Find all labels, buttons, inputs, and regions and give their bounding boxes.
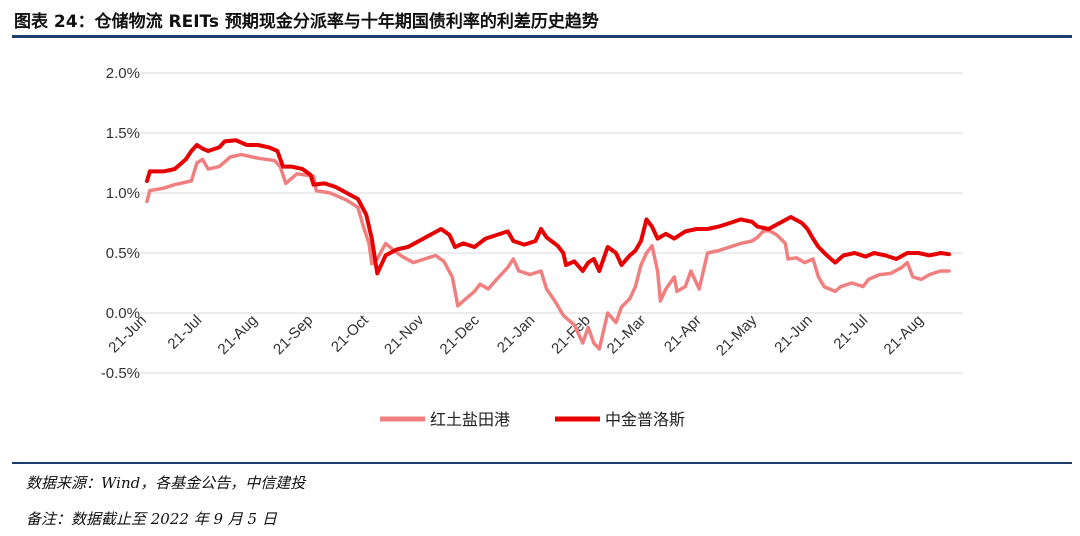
y-tick-label: 1.0% <box>106 185 140 202</box>
footer-rule <box>12 462 1072 464</box>
x-tick-label: 21-Aug <box>881 312 927 358</box>
y-tick-label: 0.0% <box>106 305 140 322</box>
series-line <box>145 138 951 276</box>
x-tick-label: 21-Sep <box>270 312 316 358</box>
x-tick-label: 21-Jun <box>771 312 815 356</box>
series-lines <box>145 138 951 351</box>
legend-label: 中金普洛斯 <box>605 410 685 429</box>
y-tick-label: 0.5% <box>106 245 140 262</box>
y-axis-ticks: -0.5% 0.0% 0.5% 1.0% 1.5% 2.0% <box>101 65 140 382</box>
x-axis-ticks: 21-Jun 21-Jul 21-Aug 21-Sep 21-Oct 21-Nov 21-D… <box>105 311 926 359</box>
x-tick-label: 21-Jan <box>494 312 538 356</box>
x-tick-label: 21-Aug <box>215 312 261 358</box>
figure-title: 图表 24：仓储物流 REITs 预期现金分派率与十年期国债利率的利差历史趋势 <box>14 12 599 32</box>
legend: 红土盐田港 中金普洛斯 <box>380 410 685 429</box>
x-tick-label: 21-Dec <box>437 311 484 358</box>
date-note: 备注：数据截止至 2022 年 9 月 5 日 <box>26 510 277 528</box>
x-tick-label: 21-Jul <box>164 312 205 353</box>
spread-line-chart: -0.5%0.0%0.5%1.0%1.5%2.0% 21-Jun 21-Jul 21… <box>101 65 963 429</box>
x-tick-label: 21-Oct <box>328 311 372 355</box>
y-tick-label: 2.0% <box>106 65 140 82</box>
x-tick-label: 21-May <box>713 311 761 359</box>
y-tick-label: -0.5% <box>101 365 140 382</box>
x-tick-label: 21-Nov <box>381 311 428 358</box>
grid-lines <box>140 72 963 374</box>
x-tick-label: 21-Apr <box>661 312 705 356</box>
y-tick-label: 1.5% <box>106 125 140 142</box>
legend-label: 红土盐田港 <box>430 410 510 429</box>
title-rule <box>12 35 1072 38</box>
series-line <box>145 152 951 351</box>
source-note: 数据来源：Wind，各基金公告，中信建投 <box>26 474 306 492</box>
x-tick-label: 21-Jul <box>830 312 871 353</box>
